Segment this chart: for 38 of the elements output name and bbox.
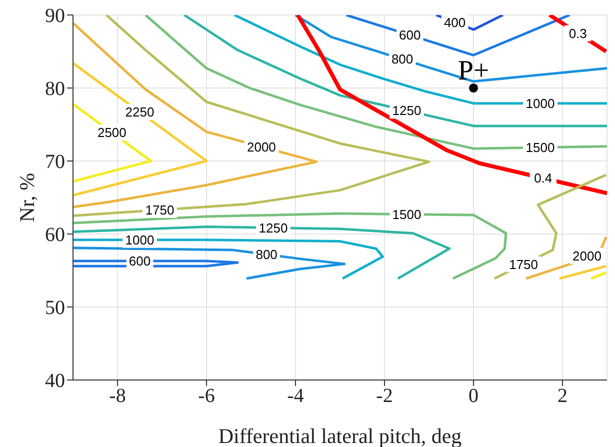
series-label: 1750 <box>509 256 538 272</box>
y-tick-label: 60 <box>45 224 65 246</box>
x-tick-label: -6 <box>198 385 215 408</box>
series-label: 1000 <box>125 232 154 248</box>
series-label: 1500 <box>526 140 555 155</box>
y-axis-title: Nr, % <box>15 172 39 222</box>
series-label: 1000 <box>526 96 555 111</box>
x-tick-label: -4 <box>287 385 304 408</box>
y-tick-label: 70 <box>45 151 65 174</box>
x-tick-label: -2 <box>376 385 393 408</box>
line-series <box>296 15 607 196</box>
series-label: 600 <box>399 28 421 43</box>
x-tick-label: 2 <box>558 385 568 408</box>
y-tick-label: 40 <box>45 370 65 392</box>
series-label: 800 <box>256 246 278 262</box>
line-series <box>183 15 607 128</box>
line-series <box>73 225 451 280</box>
x-tick-label: 0 <box>468 385 478 408</box>
series-label: 1250 <box>258 220 288 236</box>
series-label: 2000 <box>246 139 276 154</box>
series-label: 1500 <box>392 206 422 222</box>
x-tick-label: -8 <box>109 385 126 408</box>
series-label: 2000 <box>572 248 602 264</box>
series-label: 0.3 <box>568 26 587 41</box>
line-series <box>73 246 346 280</box>
series-label: 0.4 <box>534 170 552 186</box>
series-label: 1250 <box>392 103 422 118</box>
series-label: 2500 <box>97 125 126 140</box>
series-label: 2250 <box>125 104 154 120</box>
series-label: 400 <box>444 14 466 30</box>
series-label: P+ <box>458 55 490 86</box>
y-tick-label: 90 <box>45 5 65 28</box>
series-label: 1750 <box>145 202 174 218</box>
y-tick-label: 80 <box>45 78 65 100</box>
series-label: 800 <box>391 52 414 67</box>
y-tick-label: 50 <box>45 297 65 320</box>
series-label: 600 <box>128 254 151 269</box>
line-series <box>294 15 607 83</box>
